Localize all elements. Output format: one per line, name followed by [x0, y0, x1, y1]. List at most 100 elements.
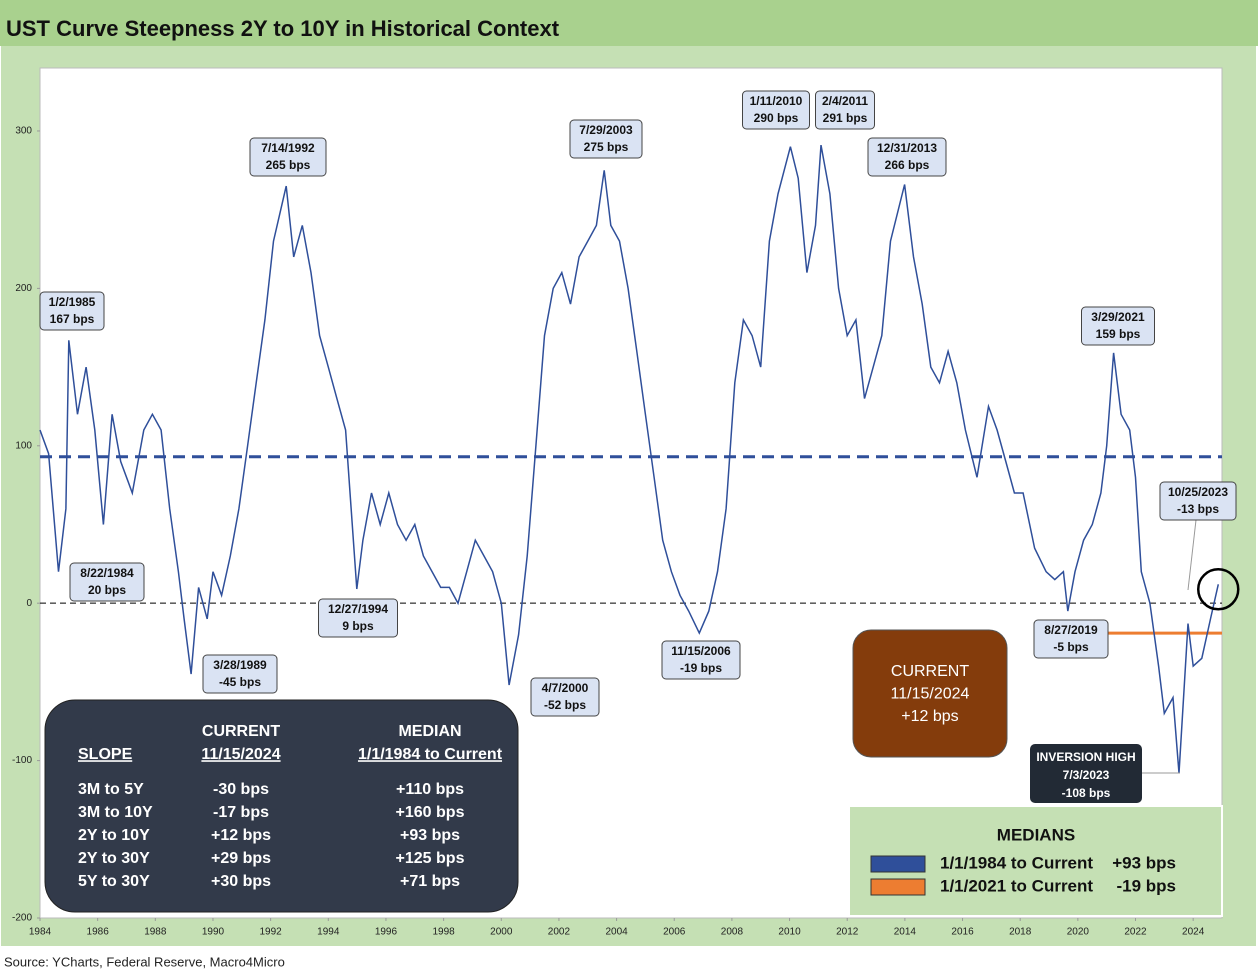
callout-box [867, 137, 947, 177]
callout-box [1033, 619, 1109, 659]
x-tick-label: 2024 [1182, 927, 1205, 938]
y-tick-label: 300 [15, 126, 32, 137]
table-cell: +71 bps [400, 873, 460, 890]
y-tick-label: 100 [15, 440, 32, 451]
callout-value: 9 bps [342, 619, 374, 633]
callout-box [815, 90, 875, 130]
legend-swatch [870, 855, 926, 873]
callout-value: -5 bps [1053, 640, 1089, 654]
callout-date: 7/29/2003 [579, 123, 633, 137]
callout-value: 266 bps [885, 158, 930, 172]
callout-box [202, 654, 278, 694]
x-tick-label: 1988 [144, 927, 167, 938]
table-header: CURRENT [202, 723, 280, 740]
table-header: 1/1/1984 to Current [358, 746, 503, 763]
callout-box [1159, 481, 1237, 521]
legend-value: +93 bps [1112, 853, 1176, 872]
table-cell: -17 bps [213, 804, 269, 821]
table-cell: +125 bps [396, 850, 465, 867]
x-tick-label: 2000 [490, 927, 513, 938]
leader [1187, 519, 1197, 591]
callout-date: 2/4/2011 [822, 94, 868, 108]
x-tick-label: 2012 [836, 927, 859, 938]
x-tick-label: 2006 [663, 927, 686, 938]
current-title: CURRENT [891, 663, 969, 680]
x-tick-label: 2004 [605, 927, 628, 938]
callout-box [742, 90, 810, 130]
callout-box [569, 119, 643, 159]
x-tick-label: 1992 [260, 927, 283, 938]
callout-box [530, 677, 600, 717]
table-cell: 5Y to 30Y [78, 873, 150, 890]
legend-swatch [870, 878, 926, 896]
x-tick-label: 2022 [1124, 927, 1147, 938]
x-tick-label: 1990 [202, 927, 225, 938]
title-bar [0, 0, 1258, 46]
x-tick-label: 2008 [721, 927, 744, 938]
callout-date: 7/14/1992 [261, 141, 315, 155]
callout-value: 290 bps [754, 111, 799, 125]
x-tick-label: 1998 [432, 927, 455, 938]
callout-value: 275 bps [584, 140, 629, 154]
y-tick-label: 0 [26, 598, 32, 609]
medians-title: MEDIANS [997, 825, 1075, 844]
table-cell: 2Y to 10Y [78, 827, 150, 844]
table-cell: 3M to 10Y [78, 804, 153, 821]
callout-value: -13 bps [1177, 502, 1219, 516]
data-line [39, 144, 1220, 774]
x-tick-label: 2014 [894, 927, 917, 938]
x-tick-label: 2020 [1067, 927, 1090, 938]
x-tick-label: 2010 [778, 927, 801, 938]
table-cell: +93 bps [400, 827, 460, 844]
callout-box [249, 137, 327, 177]
callout-value: 291 bps [823, 111, 868, 125]
current-highlight [1197, 568, 1240, 611]
callout-box [1081, 306, 1155, 346]
table-box [44, 699, 519, 913]
y-tick-label: 200 [15, 283, 32, 294]
inversion-title: INVERSION HIGH [1036, 750, 1135, 764]
callout-date: 8/22/1984 [80, 566, 134, 580]
callout-box [318, 598, 398, 638]
callout-value: -52 bps [544, 698, 586, 712]
table-cell: +12 bps [211, 827, 271, 844]
x-tick-label: 1984 [29, 927, 52, 938]
callout-date: 1/2/1985 [49, 295, 96, 309]
callout-date: 12/27/1994 [328, 602, 388, 616]
legend-name: 1/1/2021 to Current [940, 876, 1093, 895]
table-cell: +30 bps [211, 873, 271, 890]
callout-box [661, 640, 741, 680]
table-cell: +29 bps [211, 850, 271, 867]
callout-value: -19 bps [680, 661, 722, 675]
source: Source: YCharts, Federal Reserve, Macro4… [4, 954, 285, 969]
x-tick-label: 2016 [951, 927, 974, 938]
y-tick-label: -100 [12, 755, 32, 766]
callout-value: 159 bps [1096, 327, 1141, 341]
x-tick-label: 2002 [548, 927, 571, 938]
callout-date: 3/29/2021 [1091, 310, 1145, 324]
table-cell: +160 bps [396, 804, 465, 821]
table-cell: +110 bps [396, 781, 464, 798]
callout-date: 3/28/1989 [213, 658, 267, 672]
table-cell: -30 bps [213, 781, 269, 798]
callout-value: 167 bps [50, 312, 95, 326]
table-header: SLOPE [78, 746, 133, 763]
inversion-date: 7/3/2023 [1063, 768, 1110, 782]
callout-box [39, 291, 105, 331]
callout-date: 4/7/2000 [542, 681, 589, 695]
inversion-box [1030, 744, 1142, 803]
x-tick-label: 1986 [87, 927, 110, 938]
callout-date: 11/15/2006 [671, 644, 731, 658]
callout-date: 10/25/2023 [1168, 485, 1228, 499]
legend-value: -19 bps [1116, 876, 1176, 895]
callout-date: 12/31/2013 [877, 141, 937, 155]
x-tick-label: 1996 [375, 927, 398, 938]
table-cell: 3M to 5Y [78, 781, 144, 798]
y-tick-label: -200 [12, 913, 32, 924]
chart-title: UST Curve Steepness 2Y to 10Y in Histori… [6, 16, 560, 41]
callout-value: 265 bps [266, 158, 311, 172]
legend-name: 1/1/1984 to Current [940, 853, 1093, 872]
table-cell: 2Y to 30Y [78, 850, 150, 867]
x-tick-label: 1994 [317, 927, 340, 938]
x-tick-label: 2018 [1009, 927, 1032, 938]
